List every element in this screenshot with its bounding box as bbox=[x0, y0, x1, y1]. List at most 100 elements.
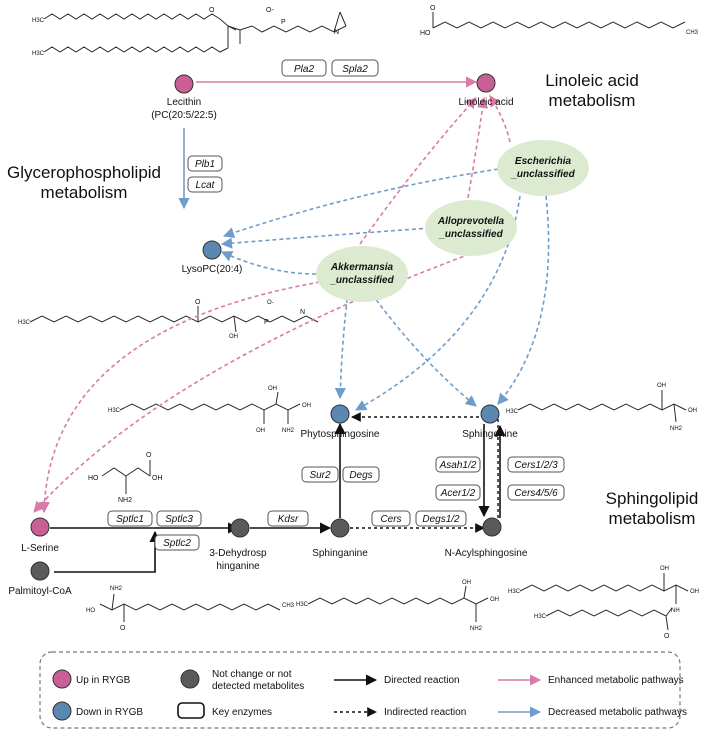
nacyl-h3c-label-2: H3C bbox=[534, 614, 547, 620]
nacyl-nh-label: NH bbox=[671, 608, 680, 614]
sphingonine-nh2-label: NH2 bbox=[670, 426, 683, 432]
lysopc-h3c-label: H3C bbox=[18, 320, 31, 326]
alloprevotella-label-line1: Alloprevotella bbox=[437, 216, 505, 227]
enzyme-cers-label: Cers bbox=[380, 514, 401, 525]
legend-up-label: Up in RYGB bbox=[76, 675, 131, 686]
enzyme-sptlc1-label: Sptlc1 bbox=[116, 514, 144, 525]
sphingonine-structure bbox=[517, 390, 687, 423]
lysopc-o-minus-label: O- bbox=[267, 300, 274, 306]
sphinganine-nh2-label: NH2 bbox=[470, 626, 483, 632]
enzyme-asah12-label: Asah1/2 bbox=[439, 460, 477, 471]
l-serine-label: L-Serine bbox=[21, 543, 59, 554]
enzyme-pla2-label: Pla2 bbox=[294, 64, 314, 75]
enzyme-sptlc2-label: Sptlc2 bbox=[163, 538, 191, 549]
palmitoyl-to-dehydro-arrow bbox=[54, 530, 161, 573]
enzyme-degs12-label: Degs1/2 bbox=[422, 514, 460, 525]
sphingonine-node bbox=[480, 404, 500, 424]
escherichia-label-line2: _unclassified bbox=[510, 169, 575, 180]
n-acylsphingosine-structure bbox=[519, 573, 689, 631]
n-acylsphingosine-label: N-Acylsphingosine bbox=[445, 548, 528, 559]
legend-up-swatch bbox=[52, 669, 72, 689]
enzyme-sptlc1: Sptlc1 bbox=[107, 510, 153, 527]
enzyme-degs-label: Degs bbox=[349, 470, 372, 481]
serine-oh-label: OH bbox=[152, 475, 163, 482]
n-acylsphingosine-node bbox=[482, 517, 502, 537]
lecithin-n-label: N bbox=[334, 29, 339, 36]
enzyme-acer12-label: Acer1/2 bbox=[440, 488, 476, 499]
dehydro-ch3-label: CH3 bbox=[282, 603, 295, 609]
glycero-pathway-title-line2: metabolism bbox=[41, 183, 128, 202]
sphingonine-h3c-label: H3C bbox=[506, 409, 519, 415]
enzyme-cers123-label: Cers1/2/3 bbox=[514, 460, 558, 471]
akkermansia-to-lysopc-arrow bbox=[220, 251, 317, 275]
enzyme-sptlc2: Sptlc2 bbox=[154, 534, 200, 551]
dehydrosphinganine-structure bbox=[99, 593, 281, 622]
linoleic-pathway-title-line2: metabolism bbox=[549, 91, 636, 110]
lecithin-structure bbox=[43, 11, 347, 53]
legend-key-enzymes-label: Key enzymes bbox=[212, 707, 272, 718]
lysopc-node bbox=[202, 240, 222, 260]
legend-neutral-label-line1: Not change or not bbox=[212, 669, 292, 680]
legend-enhanced-label: Enhanced metabolic pathways bbox=[548, 675, 684, 686]
linoleic-acid-node bbox=[476, 73, 496, 93]
linoleic-pathway-title-line1: Linoleic acid bbox=[545, 71, 639, 90]
sphingonine-label: Sphingonine bbox=[462, 429, 518, 440]
sphingonine-oh-label: OH bbox=[657, 383, 666, 389]
lecithin-h3c-label: H3C bbox=[32, 18, 45, 24]
nacyl-h3c-label: H3C bbox=[508, 589, 521, 595]
enzyme-cers: Cers bbox=[371, 510, 411, 527]
palmitoyl-coa-node bbox=[30, 561, 50, 581]
sphingonine-oh-label-2: OH bbox=[688, 408, 697, 414]
phyto-oh-label-3: OH bbox=[302, 403, 311, 409]
akkermansia-to-linoleic-arrow bbox=[359, 97, 477, 245]
phytosphingosine-node bbox=[330, 404, 350, 424]
linoleic-o-label: O bbox=[430, 5, 436, 12]
nacyl-oh-label-2: OH bbox=[690, 589, 699, 595]
serine-o-label: O bbox=[146, 452, 152, 459]
alloprevotella-to-lysopc-arrow bbox=[220, 227, 431, 249]
legend-neutral-label-line2: detected metabolites bbox=[212, 681, 304, 692]
legend-down-swatch bbox=[52, 701, 72, 721]
phyto-oh-label-2: OH bbox=[256, 428, 265, 434]
enzyme-cers456: Cers4/5/6 bbox=[507, 484, 565, 501]
lysopc-label: LysoPC(20:4) bbox=[182, 264, 243, 275]
enzyme-plb1: Plb1 bbox=[187, 155, 223, 172]
phytosphingosine-label: Phytosphingosine bbox=[301, 429, 380, 440]
dehydrosphinganine-node bbox=[230, 518, 250, 538]
dehydro-label-line1: 3-Dehydrosp bbox=[209, 548, 267, 559]
akkermansia-label-line2: _unclassified bbox=[329, 275, 394, 286]
alloprevotella-to-linoleic-arrow bbox=[467, 96, 489, 199]
enzyme-spla2: Spla2 bbox=[331, 59, 379, 77]
nacyl-o-label: O bbox=[664, 633, 670, 640]
escherichia-label-line1: Escherichia bbox=[515, 156, 572, 167]
sphinganine-oh-label-2: OH bbox=[490, 597, 499, 603]
alloprevotella-to-serine-arrow bbox=[33, 253, 471, 513]
sphingo-pathway-title-line1: Sphingolipid bbox=[606, 489, 699, 508]
nacyl-oh-label: OH bbox=[660, 566, 669, 572]
legend-directed-label: Directed reaction bbox=[384, 675, 460, 686]
lecithin-h3c-label-2: H3C bbox=[32, 51, 45, 57]
enzyme-degs12: Degs1/2 bbox=[415, 510, 467, 527]
serine-nh2-label: NH2 bbox=[118, 497, 132, 504]
bacteria-akkermansia: Akkermansia _unclassified bbox=[316, 246, 408, 302]
enzyme-spla2-label: Spla2 bbox=[342, 64, 368, 75]
escherichia-to-linoleic-arrow bbox=[489, 95, 511, 143]
dehydro-ho-label: HO bbox=[86, 608, 95, 614]
enzyme-acer12: Acer1/2 bbox=[435, 484, 481, 501]
akkermansia-to-serine-arrow bbox=[38, 281, 321, 514]
dehydro-label-line2: hinganine bbox=[216, 561, 260, 572]
sphinganine-structure bbox=[307, 585, 489, 622]
escherichia-to-lysopc-arrow bbox=[222, 167, 506, 239]
linoleic-ho-label: HO bbox=[420, 30, 431, 37]
phyto-h3c-label: H3C bbox=[108, 408, 121, 414]
glycero-pathway-title-line1: Glycerophospholipid bbox=[7, 163, 161, 182]
legend-indirected-label: Indirected reaction bbox=[384, 707, 466, 718]
enzyme-lcat: Lcat bbox=[187, 176, 223, 193]
dehydro-o-label: O bbox=[120, 625, 126, 632]
linoleic-acid-label: Linoleic acid bbox=[458, 97, 513, 108]
enzyme-plb1-label: Plb1 bbox=[195, 159, 215, 170]
enzyme-sptlc3: Sptlc3 bbox=[156, 510, 202, 527]
legend: Up in RYGB Down in RYGB Not change or no… bbox=[39, 651, 687, 729]
